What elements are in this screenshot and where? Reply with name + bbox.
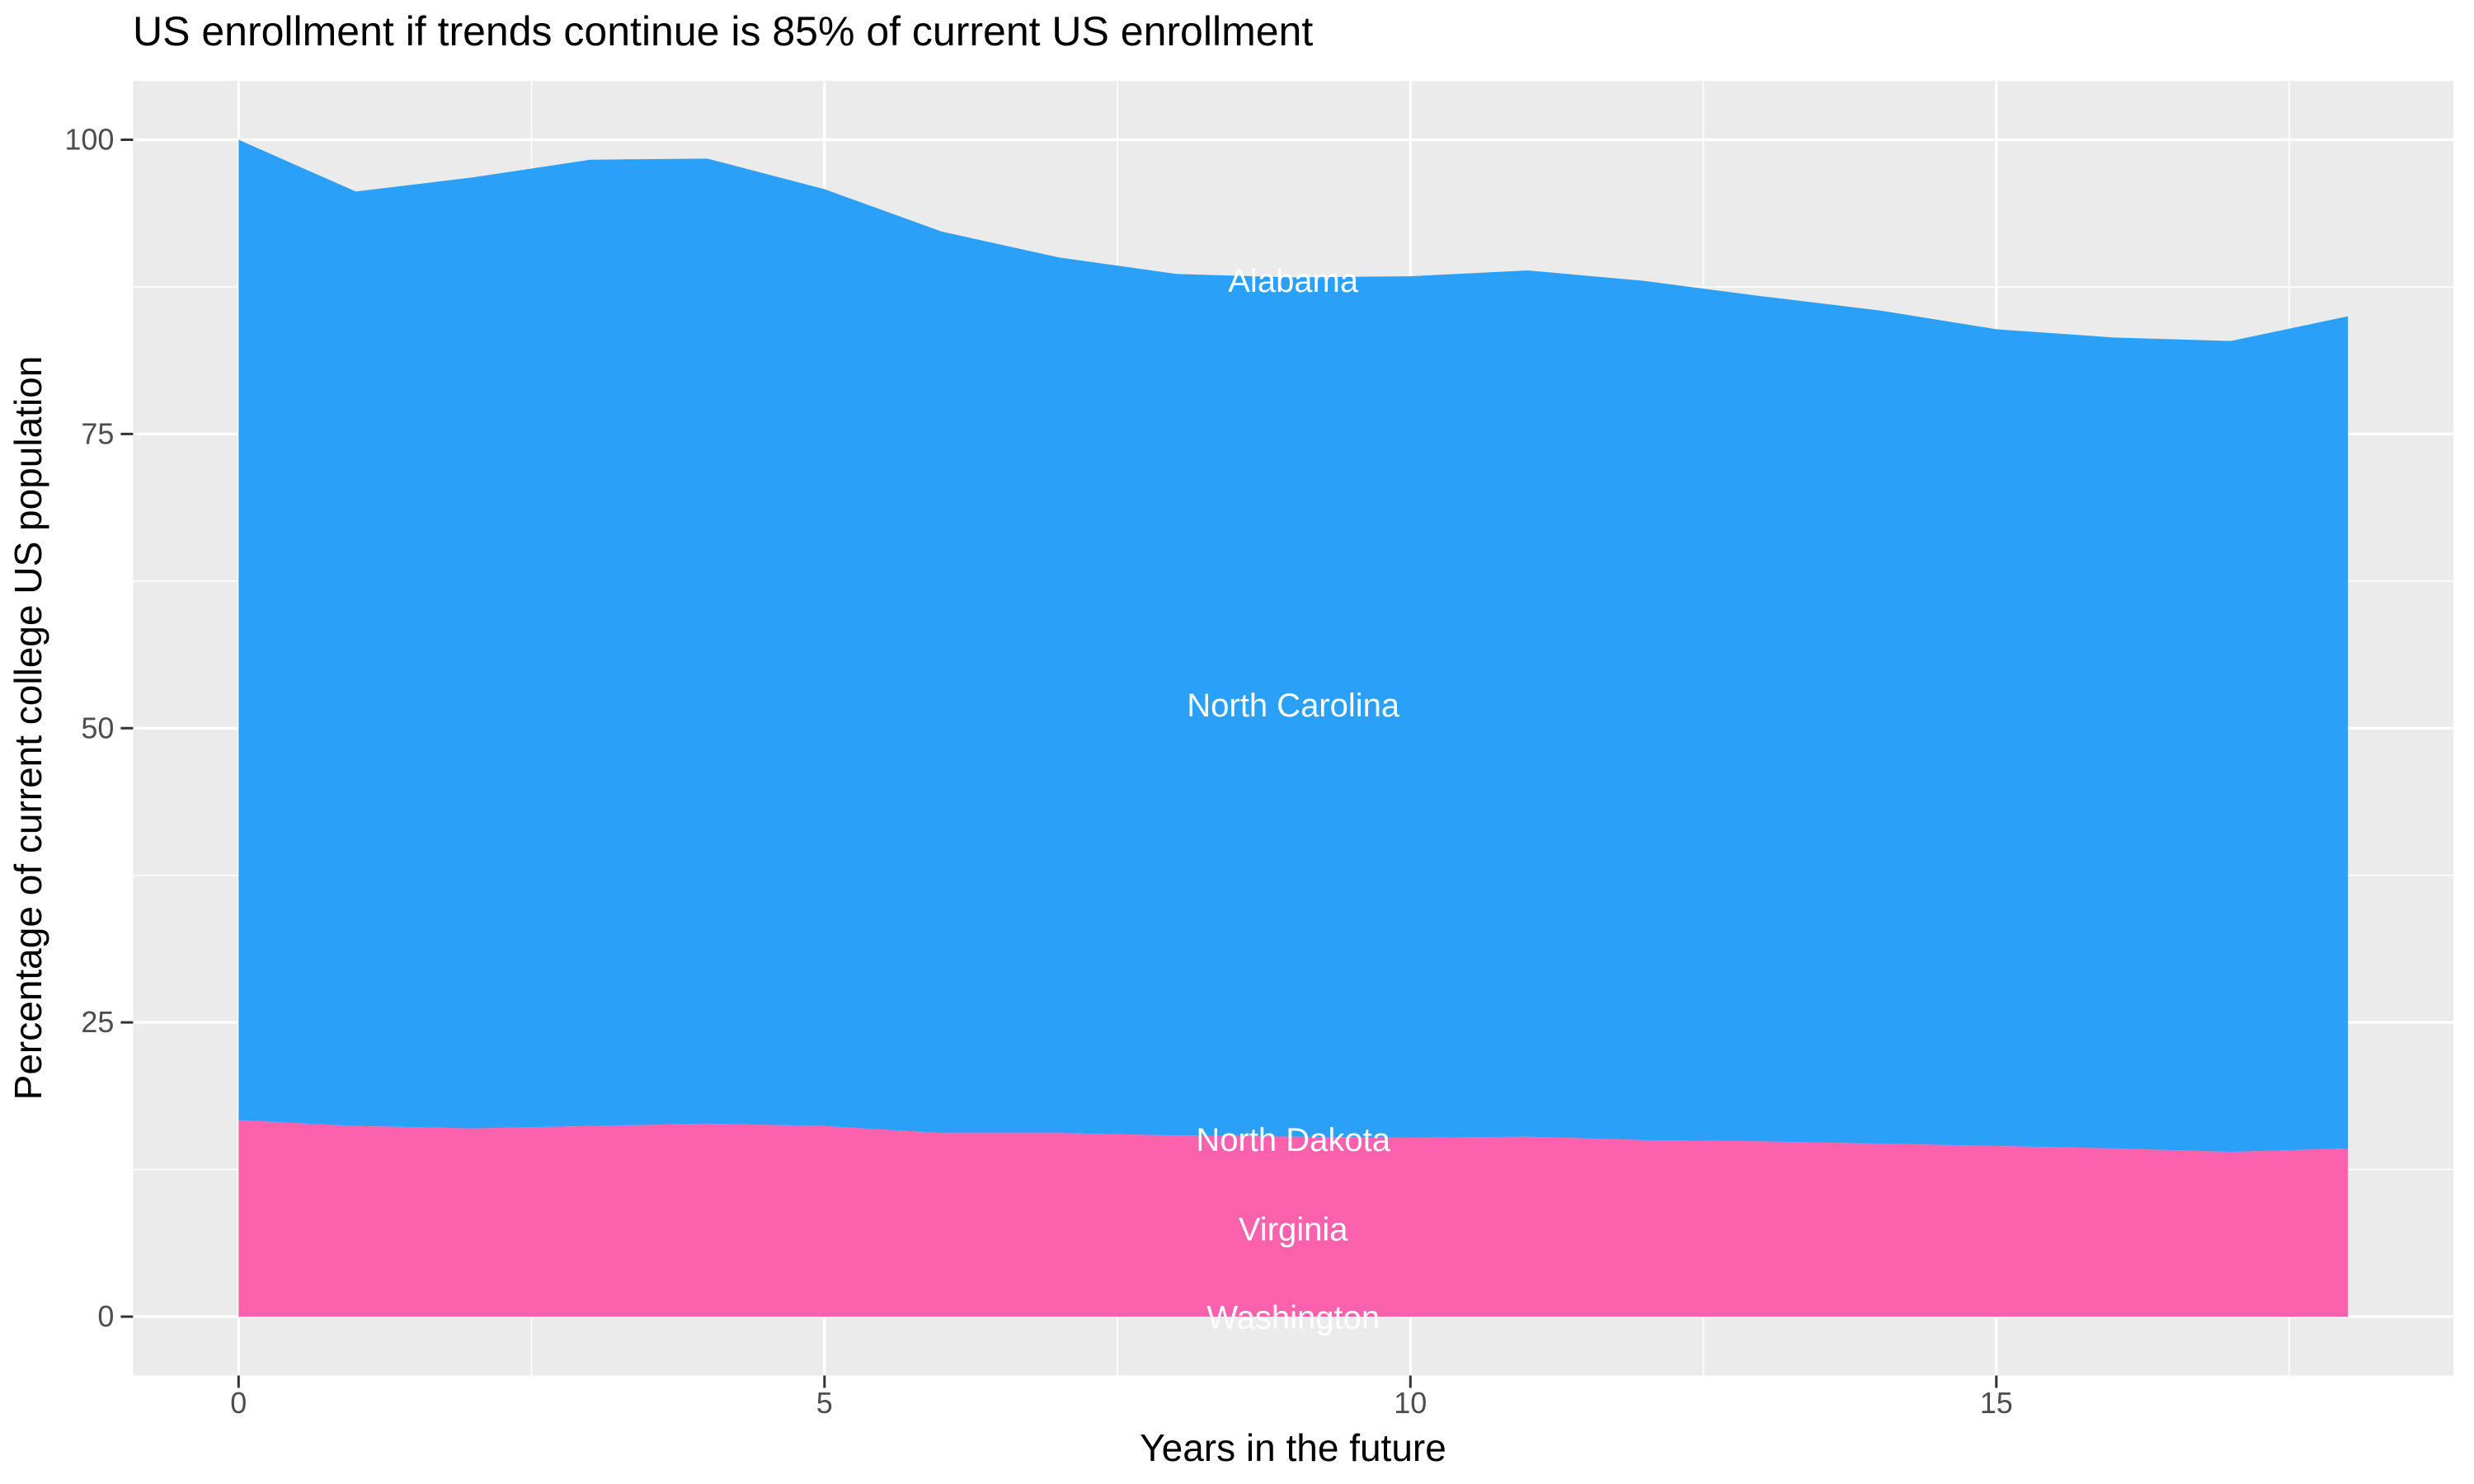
area-label-virginia: Virginia — [1239, 1211, 1348, 1247]
y-tick-label: 25 — [81, 1005, 114, 1039]
area-label-north-carolina: North Carolina — [1187, 688, 1400, 724]
y-tick-label: 50 — [81, 711, 114, 744]
area-label-washington: Washington — [1206, 1299, 1380, 1336]
area-label-north-dakota: North Dakota — [1196, 1122, 1390, 1158]
x-tick-label: 0 — [230, 1386, 247, 1420]
x-axis-title: Years in the future — [1140, 1426, 1446, 1469]
blue-stacked-area — [238, 139, 2349, 1153]
y-tick-label: 100 — [64, 123, 114, 157]
x-tick-label: 15 — [1980, 1386, 2013, 1420]
y-tick-label: 0 — [97, 1299, 114, 1333]
y-tick-label: 75 — [81, 416, 114, 450]
y-axis-title: Percentage of current college US populat… — [7, 356, 49, 1101]
area-label-alabama: Alabama — [1228, 263, 1359, 299]
x-tick-label: 5 — [816, 1386, 833, 1420]
chart-title: US enrollment if trends continue is 85% … — [133, 8, 1313, 54]
plot-panel: Alabama North Carolina North Dakota Virgini… — [64, 81, 2454, 1420]
pink-stacked-area — [238, 1120, 2349, 1317]
x-tick-label: 10 — [1394, 1386, 1427, 1420]
